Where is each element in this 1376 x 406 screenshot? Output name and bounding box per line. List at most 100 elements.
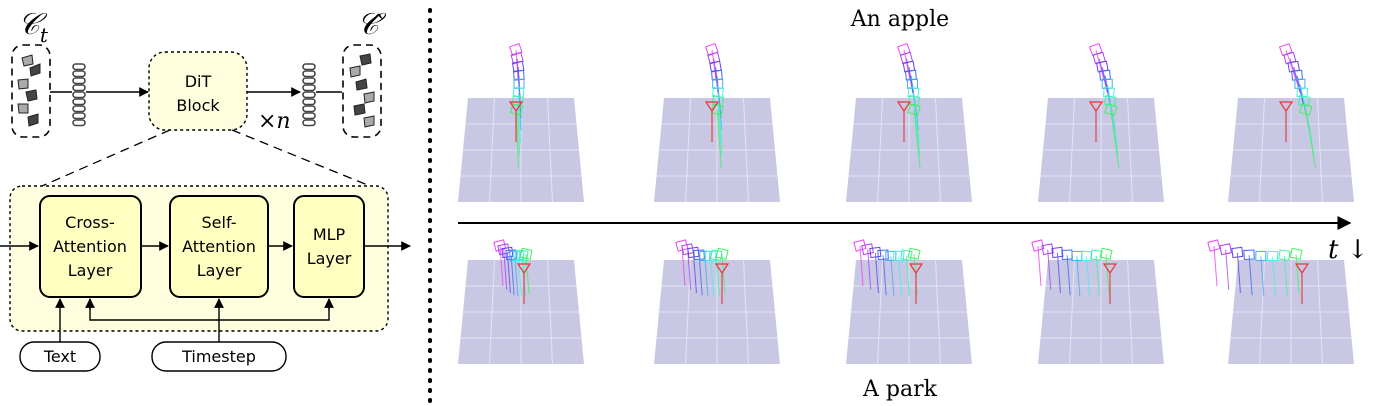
token xyxy=(302,84,316,92)
trajectory-frame xyxy=(1228,42,1354,203)
trajectory-frame xyxy=(458,239,584,365)
camera-frustum xyxy=(712,86,724,98)
token xyxy=(72,84,86,92)
camera-frustum xyxy=(1104,103,1118,116)
repeat-label: ×n xyxy=(258,109,291,134)
self-attn-line2: Attention xyxy=(182,237,256,256)
mlp-line2: Layer xyxy=(307,249,352,268)
output-trajectory-label: 𝒞̂ xyxy=(357,7,387,42)
camera-frustum xyxy=(1297,95,1311,107)
camera-frustum xyxy=(516,249,529,261)
bottom-row-caption: A park xyxy=(862,377,938,402)
timestep-input-box xyxy=(151,341,287,372)
camera-frustum xyxy=(853,239,867,252)
token xyxy=(72,112,86,120)
token xyxy=(302,91,316,99)
timestep-input-label: Timestep xyxy=(181,347,256,366)
trajectory-frame xyxy=(654,239,780,365)
token xyxy=(302,105,316,113)
zoom-line-left xyxy=(41,129,171,187)
text-input-box xyxy=(19,341,101,372)
camera-frustum xyxy=(715,247,729,260)
camera-frustum xyxy=(711,95,725,107)
camera-frustum xyxy=(906,78,918,89)
results-panel: An apple t ↓ A park xyxy=(458,7,1369,402)
camera-frustum xyxy=(1099,247,1113,260)
cross-attn-line3: Layer xyxy=(68,261,113,280)
camera-frustum xyxy=(1088,42,1103,57)
camera-frustum xyxy=(1266,250,1279,262)
token-column-out xyxy=(302,63,316,127)
camera-frustum xyxy=(1299,103,1313,116)
token xyxy=(72,63,86,71)
token xyxy=(72,91,86,99)
camera-frustum xyxy=(1278,249,1291,261)
token xyxy=(72,119,86,127)
camera-frustum xyxy=(512,250,525,262)
camera-frustum xyxy=(1207,239,1221,252)
token xyxy=(302,119,316,127)
architecture-diagram: 𝒞t DiT Block ×n 𝒞̂ xyxy=(0,7,411,372)
cross-attn-line1: Cross- xyxy=(65,213,115,232)
mlp-line1: MLP xyxy=(313,225,346,244)
camera-frustum xyxy=(907,103,921,116)
token xyxy=(302,112,316,120)
camera-frustum xyxy=(509,103,524,116)
camera-frustum xyxy=(892,250,905,262)
target-camera xyxy=(1102,263,1118,275)
camera-frustum xyxy=(907,247,921,260)
trajectory-frame xyxy=(846,239,972,365)
target-camera xyxy=(704,101,720,113)
target-camera xyxy=(516,263,532,275)
self-attn-line1: Self- xyxy=(202,213,237,232)
target-camera xyxy=(1088,101,1104,113)
token xyxy=(72,98,86,106)
top-row-frames xyxy=(458,42,1354,203)
camera-frustum xyxy=(1103,95,1117,107)
trajectory-frame xyxy=(1038,42,1164,203)
camera-frustum xyxy=(710,103,724,116)
token xyxy=(302,70,316,78)
top-row-caption: An apple xyxy=(850,7,949,32)
target-camera xyxy=(508,101,524,113)
camera-frustum xyxy=(1294,78,1306,89)
token xyxy=(302,63,316,71)
token xyxy=(302,98,316,106)
mlp-layer xyxy=(293,195,365,298)
camera-frustum xyxy=(710,249,723,261)
camera-frustum xyxy=(1289,247,1303,260)
target-camera xyxy=(896,101,912,113)
target-camera xyxy=(714,263,730,275)
input-trajectory-label: 𝒞t xyxy=(18,7,49,47)
target-camera xyxy=(908,263,924,275)
camera-frustum xyxy=(519,247,533,260)
camera-frustum xyxy=(1102,86,1115,98)
camera-frustum xyxy=(907,95,921,107)
token xyxy=(72,70,86,78)
token xyxy=(302,77,316,85)
dit-block-line1: DiT xyxy=(185,72,212,91)
trajectory-frame xyxy=(846,42,972,203)
trajectory-frame xyxy=(1207,239,1354,365)
output-camera-glyphs xyxy=(349,53,375,128)
cross-attn-line2: Attention xyxy=(53,237,127,256)
camera-frustum xyxy=(1090,249,1103,261)
token xyxy=(72,77,86,85)
target-camera xyxy=(1294,263,1310,275)
bottom-row-frames xyxy=(458,239,1354,365)
camera-frustum xyxy=(1101,78,1113,89)
zoom-line-right xyxy=(231,129,371,187)
input-camera-glyphs xyxy=(17,54,41,127)
trajectory-frame xyxy=(1031,239,1164,365)
dit-block xyxy=(148,51,248,131)
camera-frustum xyxy=(1031,239,1045,252)
text-input-label: Text xyxy=(43,347,76,366)
trajectory-frame xyxy=(654,42,780,203)
token xyxy=(72,105,86,113)
camera-frustum xyxy=(907,86,920,98)
dit-block-line2: Block xyxy=(176,96,220,115)
self-attn-line3: Layer xyxy=(197,261,242,280)
token-column-in xyxy=(72,63,86,127)
trajectory-frame xyxy=(458,42,584,203)
